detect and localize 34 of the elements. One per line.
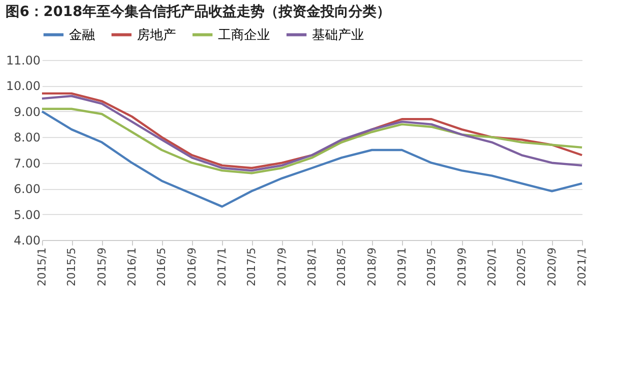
y-tick-label: 4.00 [14,234,40,248]
x-tick-label: 2020/5 [515,248,528,286]
x-tick-label: 2015/1 [36,248,48,286]
x-tick-label: 2015/9 [95,248,108,286]
x-tick-label: 2020/9 [545,248,558,286]
x-tick-label: 2018/5 [335,248,348,286]
x-tick-label: 2017/1 [216,248,229,286]
x-tick-label: 2020/1 [485,248,498,286]
x-tick-label: 2016/1 [125,248,138,286]
x-tick-label: 2017/9 [275,248,288,286]
y-tick-label: 5.00 [14,208,40,222]
line-series [40,110,584,208]
chart-title: 图6：2018年至今集合信托产品收益走势（按资金投向分类） [6,3,390,20]
y-tick-label: 10.00 [6,79,40,94]
x-tick-label: 2016/9 [186,248,199,286]
x-tick-label: 2019/1 [395,248,408,286]
x-tick-label: 2018/9 [365,248,378,286]
y-tick-label: 8.00 [14,130,40,145]
y-tick-label: 9.00 [14,104,40,119]
line-series [40,108,584,174]
x-tick-label: 2021/1 [576,248,588,286]
legend-label: 房地产 [137,26,176,43]
y-tick-label: 6.00 [14,182,40,196]
x-tick-label: 2017/5 [245,248,258,286]
x-tick-label: 2018/1 [306,248,318,286]
y-tick-label: 7.00 [14,156,40,170]
x-tick-label: 2019/9 [455,248,468,286]
legend-label: 基础产业 [312,28,364,43]
y-tick-label: 11.00 [6,54,40,68]
x-tick-label: 2016/5 [155,248,168,286]
legend-label: 金融 [69,28,95,43]
x-tick-label: 2019/5 [424,248,438,286]
x-tick-label: 2015/5 [65,248,78,286]
legend-label: 工商企业 [218,28,270,43]
